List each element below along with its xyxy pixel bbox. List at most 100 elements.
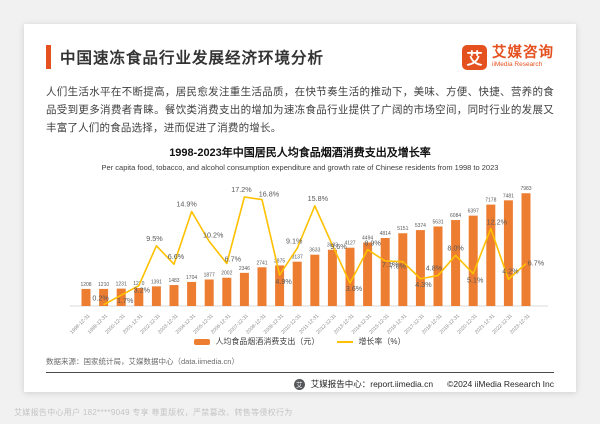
bar-value-label: 1704 — [186, 275, 197, 281]
intro-paragraph: 人们生活水平在不断提高，居民愈发注重生活品质，在快节奏生活的推动下，美味、方便、… — [46, 86, 554, 135]
data-source: 数据来源：国家统计局，艾媒数据中心（data.iimedia.cn） — [46, 357, 239, 367]
growth-value-label: 4.3% — [415, 280, 432, 289]
bar-value-label: 5151 — [397, 226, 408, 232]
growth-value-label: 4.2% — [502, 267, 519, 276]
bar-value-label: 5374 — [415, 223, 426, 229]
growth-value-label: 8.0% — [447, 243, 464, 252]
bar-2008 — [257, 267, 267, 307]
bar-value-label: 4814 — [380, 231, 391, 237]
bar-2006 — [222, 277, 232, 307]
bar-value-label: 2741 — [256, 260, 267, 266]
growth-value-label: 12.2% — [487, 218, 508, 227]
growth-value-label: 9.1% — [286, 236, 303, 245]
iimedia-logo-icon: 艾 — [462, 44, 487, 70]
growth-value-label: 16.8% — [259, 190, 280, 199]
bar-2004 — [187, 282, 197, 307]
bar-value-label: 1877 — [204, 273, 215, 279]
iimedia-footer-icon: 艾 — [293, 378, 305, 390]
bar-2003 — [169, 285, 179, 307]
chart-area: 1208 1998-12-31 1210 1999-12-31 1231 2000-12-… — [46, 176, 554, 336]
growth-value-label: 4.9% — [275, 277, 292, 286]
growth-value-label: 9.6% — [330, 242, 347, 251]
bar-value-label: 4494 — [362, 236, 373, 242]
growth-value-label: 6.7% — [528, 259, 545, 268]
bar-1998 — [81, 289, 91, 307]
legend-item-line: 增长率（%） — [337, 336, 406, 347]
brand-logo: 艾 艾媒咨询 iiMedia Research — [462, 44, 554, 70]
bar-1999 — [99, 289, 109, 307]
bar-value-label: 2346 — [239, 266, 250, 272]
bar-2011 — [310, 254, 320, 307]
chart-legend: 人均食品烟酒消费支出（元） 增长率（%） — [46, 336, 554, 347]
bar-2013 — [345, 247, 355, 307]
growth-value-label: 1.7% — [117, 296, 134, 305]
bar-value-label: 3137 — [292, 255, 303, 261]
bar-2001 — [134, 288, 144, 307]
bar-2017 — [415, 230, 425, 307]
growth-value-label: 7.1% — [382, 260, 399, 269]
logo-name-en: iiMedia Research — [492, 60, 543, 68]
growth-value-label: 15.8% — [308, 194, 329, 203]
footer-divider — [46, 372, 554, 374]
bar-2015 — [380, 238, 390, 307]
header: 中国速冻食品行业发展经济环境分析 艾 艾媒咨询 iiMedia Research — [46, 42, 554, 72]
bar-value-label: 6397 — [468, 209, 479, 215]
growth-value-label: 6.6% — [168, 252, 185, 261]
bar-value-label: 5631 — [432, 220, 443, 226]
bar-value-label: 7481 — [503, 193, 514, 199]
chart-title: 1998-2023年中国居民人均食品烟酒消费支出及增长率 — [169, 147, 431, 160]
growth-value-label: 9.5% — [146, 234, 163, 243]
bar-2022 — [503, 200, 513, 307]
page-title: 中国速冻食品行业发展经济环境分析 — [60, 50, 325, 67]
bar-2002 — [151, 286, 161, 307]
footer-report-center[interactable]: 艾媒报告中心：report.iimedia.cn — [310, 379, 434, 390]
growth-value-label: 8.9% — [364, 239, 381, 248]
growth-value-label: 3.2% — [134, 286, 151, 295]
bar-value-label: 1483 — [168, 278, 179, 284]
bar-value-label: 1208 — [80, 282, 91, 288]
logo-name-cn: 艾媒咨询 — [492, 44, 554, 61]
bar-2023 — [521, 193, 531, 307]
growth-value-label: 3.6% — [346, 284, 363, 293]
chart-canvas: 12081998-12-3112101999-12-3112312000-12-… — [69, 185, 548, 336]
bar-2021 — [486, 204, 496, 307]
bar-2018 — [433, 226, 443, 307]
bar-2007 — [239, 273, 249, 307]
footer: 艾 艾媒报告中心：report.iimedia.cn ©2024 iiMedia… — [46, 378, 554, 390]
growth-value-label: 4.8% — [426, 264, 443, 273]
report-card: 中国速冻食品行业发展经济环境分析 艾 艾媒咨询 iiMedia Research… — [24, 24, 576, 392]
bar-value-label: 7178 — [485, 198, 496, 204]
bar-2010 — [292, 261, 302, 307]
title-accent-bar — [46, 45, 51, 69]
bar-value-label: 1391 — [151, 279, 162, 285]
bar-value-label: 2875 — [274, 259, 285, 265]
bar-value-label: 1231 — [116, 282, 127, 288]
bar-2020 — [468, 215, 478, 307]
growth-value-label: 17.2% — [231, 185, 252, 194]
bar-2012 — [327, 249, 337, 307]
bar-2009 — [275, 265, 285, 307]
header-title-group: 中国速冻食品行业发展经济环境分析 — [46, 45, 324, 69]
user-watermark: 艾媒报告中心用户 182****9049 专享 尊重版权，严禁篡改、转售等侵权行… — [14, 408, 293, 417]
logo-text: 艾媒咨询 iiMedia Research — [492, 44, 554, 69]
bar-value-label: 1210 — [98, 282, 109, 288]
growth-line — [103, 196, 527, 306]
legend-line-label: 增长率（%） — [358, 337, 406, 347]
bar-value-label: 7983 — [520, 186, 531, 192]
logo-glyph: 艾 — [466, 51, 483, 68]
chart-subtitle: Per capita food, tobacco, and alcohol co… — [101, 163, 499, 173]
growth-value-label: 6.7% — [225, 255, 242, 264]
legend-bar-label: 人均食品烟酒消费支出（元） — [215, 337, 320, 347]
bar-value-label: 2002 — [221, 271, 232, 277]
legend-line-swatch — [337, 340, 354, 343]
growth-value-label: 14.9% — [176, 200, 197, 209]
bar-value-label: 6084 — [450, 213, 461, 219]
footer-copyright: ©2024 iiMedia Research Inc — [447, 379, 554, 390]
growth-value-label: 0.2% — [92, 294, 109, 303]
bar-2019 — [451, 220, 461, 307]
bar-2005 — [204, 279, 214, 307]
bar-value-label: 4127 — [344, 241, 355, 247]
bar-2016 — [398, 233, 408, 307]
legend-item-bars: 人均食品烟酒消费支出（元） — [194, 336, 319, 347]
growth-value-label: 10.2% — [203, 231, 224, 240]
